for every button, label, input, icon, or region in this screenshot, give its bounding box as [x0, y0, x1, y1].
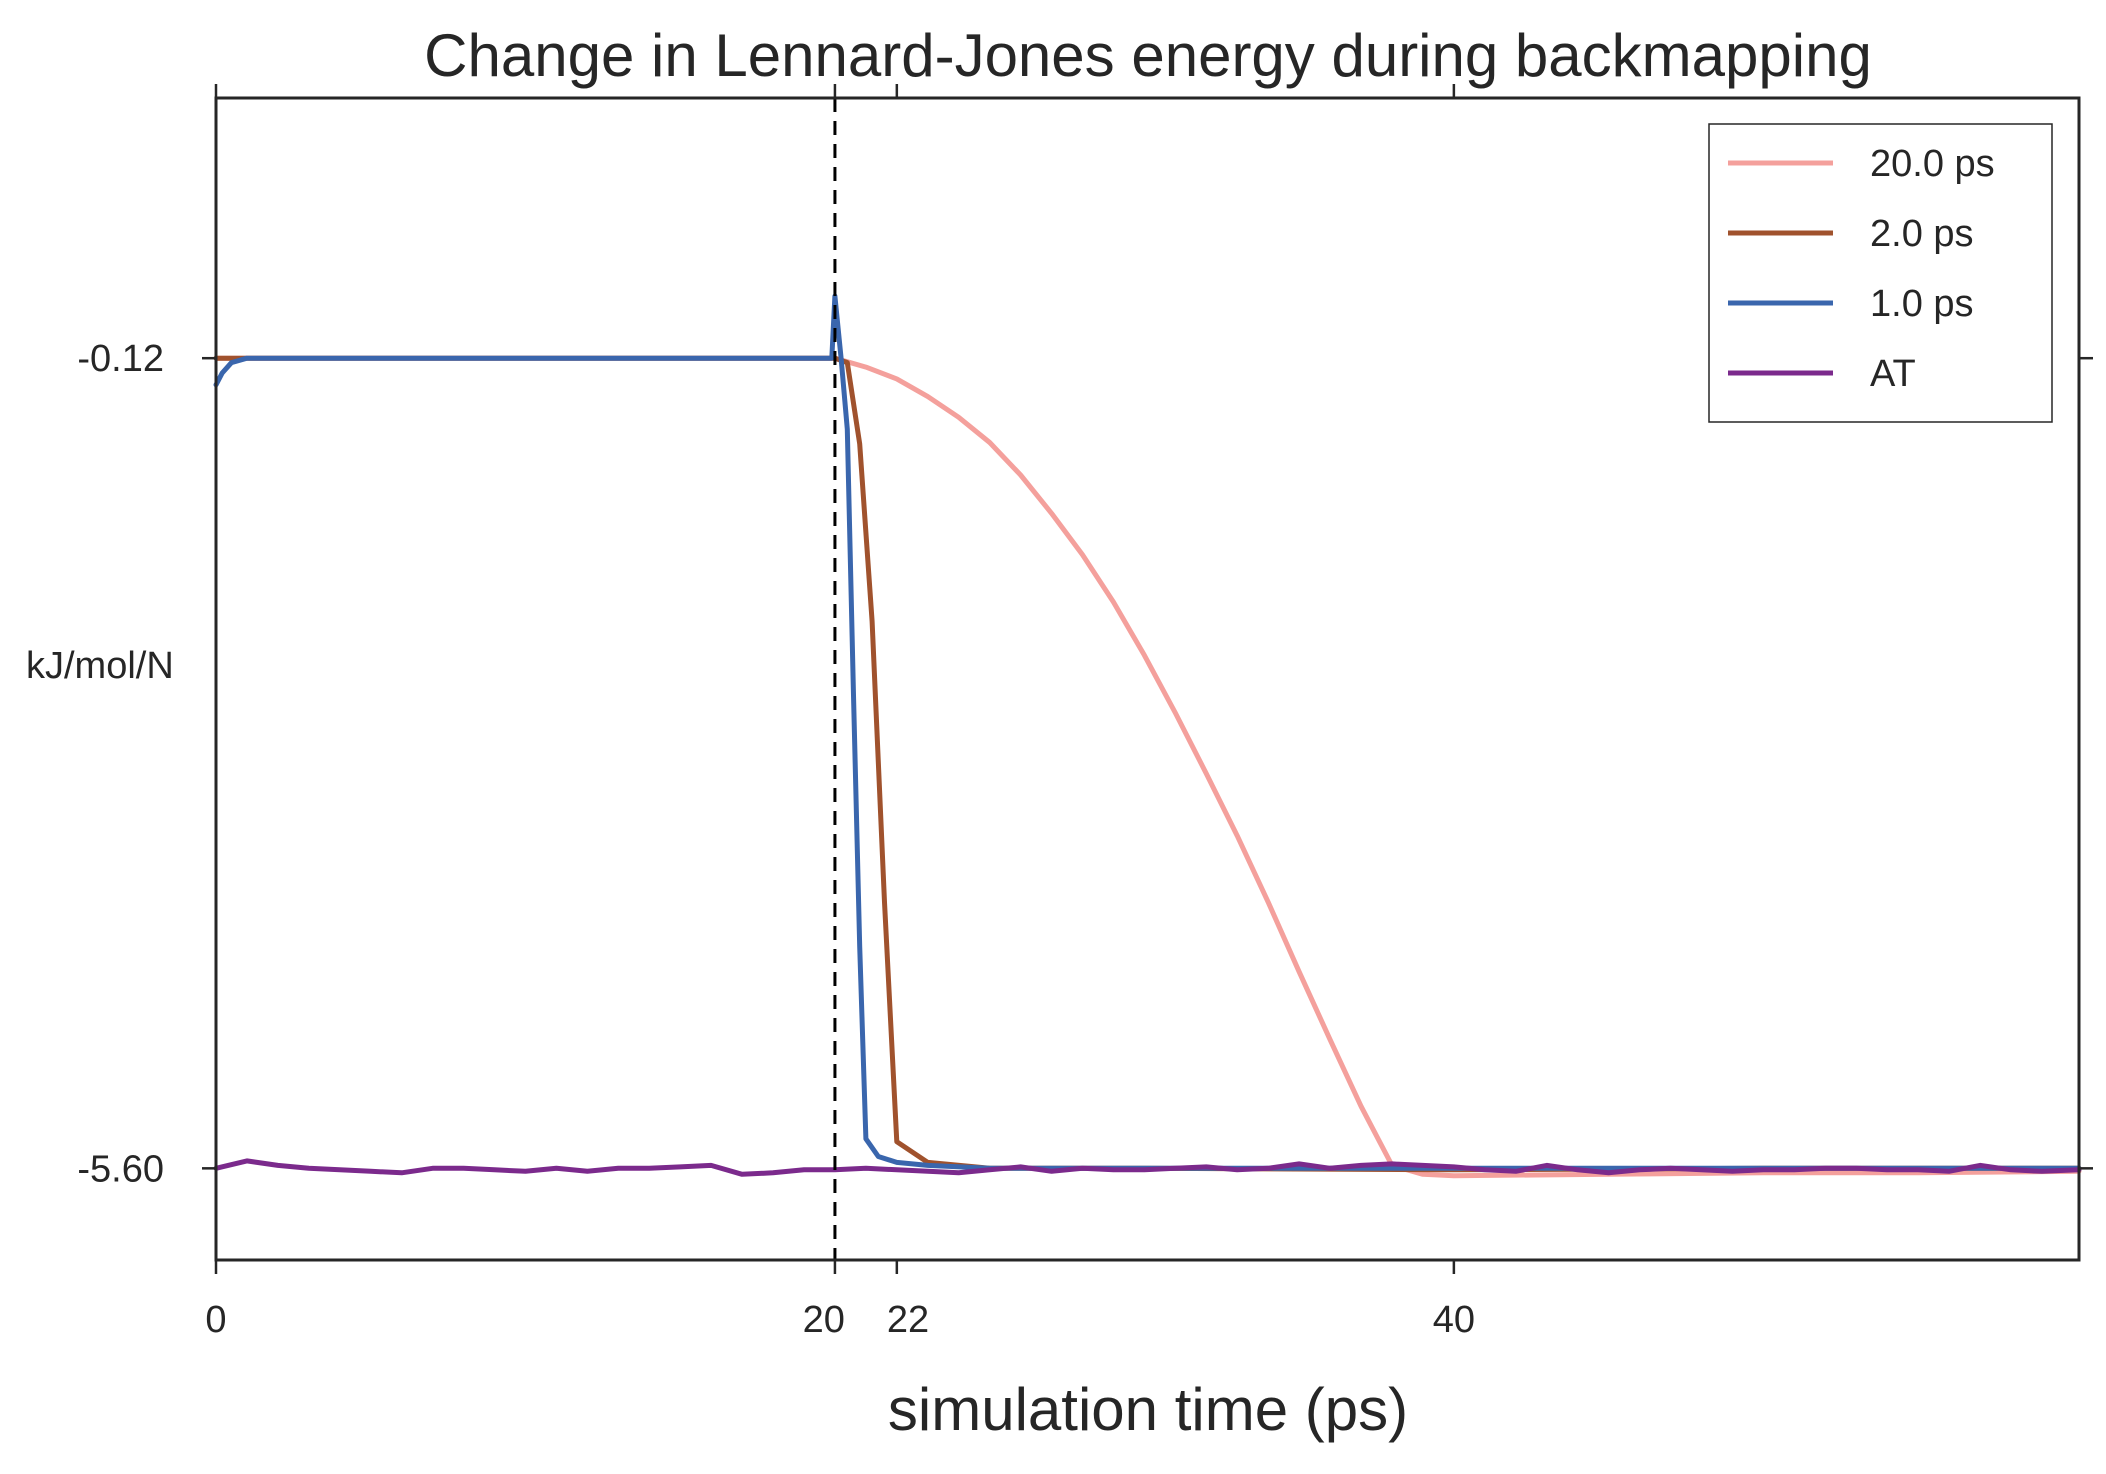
x-tick-label: 0 [205, 1299, 226, 1341]
legend-label: 1.0 ps [1870, 283, 1974, 325]
x-tick-label: 40 [1433, 1299, 1475, 1341]
y-axis-label: kJ/mol/N [26, 645, 174, 687]
legend-label: AT [1870, 353, 1916, 395]
plot-frame [214, 96, 2081, 1262]
x-axis-label: simulation time (ps) [888, 1376, 1408, 1443]
series-line-3 [213, 1158, 2082, 1177]
y-tick-label: -5.60 [77, 1148, 164, 1190]
x-tick-label: 20 [803, 1299, 845, 1341]
legend-label: 2.0 ps [1870, 213, 1974, 255]
legend: 20.0 ps 2.0 ps 1.0 ps AT [1708, 123, 2053, 423]
series-layer [213, 293, 2082, 1179]
legend-items: 20.0 ps 2.0 ps 1.0 ps AT [1728, 143, 1995, 395]
chart-title: Change in Lennard-Jones energy during ba… [424, 22, 1872, 89]
legend-label: 20.0 ps [1870, 143, 1995, 185]
x-tick-label: 22 [887, 1299, 929, 1341]
tick-layer: 0 20 22 40 -0.12 -5.60 [77, 84, 2093, 1341]
y-tick-label: -0.12 [77, 338, 164, 380]
